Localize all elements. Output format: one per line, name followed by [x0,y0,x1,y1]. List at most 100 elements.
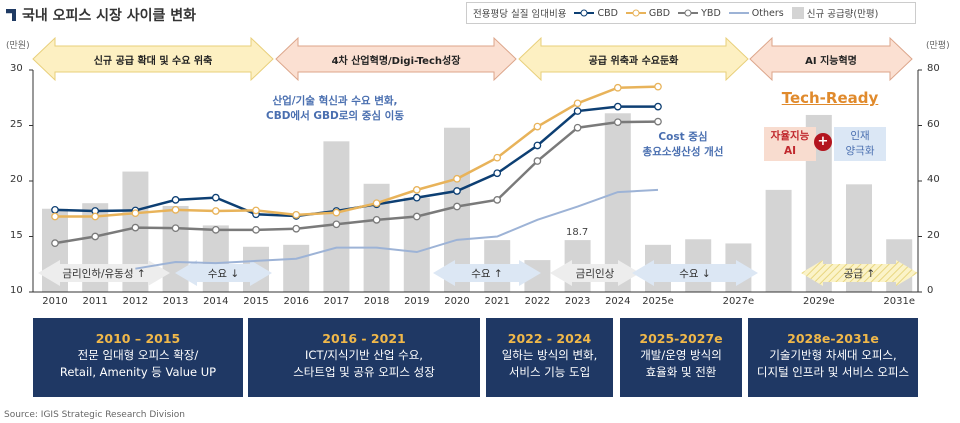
data-point-ybd [453,202,461,211]
data-point-ybd [533,157,542,165]
sub-arrow-label: 공급 ↑ [843,268,876,280]
phase-arrow [749,36,913,82]
data-point-cbd [654,102,662,111]
supply-bar [403,197,430,292]
x-tick-label: 2017 [323,296,350,307]
x-tick-label: 2024 [605,296,631,307]
data-point-ybd [372,216,381,224]
plus-icon: + [814,133,832,151]
data-point-gbd [332,208,341,217]
data-point-ybd [332,220,341,229]
phase-label: 신규 공급 확대 및 수요 위축 [93,56,213,67]
data-point-ybd [171,224,180,233]
period-box-4: 2025-2027e 개발/운영 방식의 효율화 및 전환 [620,318,742,397]
data-point-gbd [252,206,260,215]
legend-ybd: YBD [678,8,721,19]
sub-arrow-label: 수요 ↑ [471,268,503,280]
sub-arrow [632,260,758,286]
supply-bar [765,189,792,292]
data-point-cbd [211,193,220,202]
x-tick-label: 2018 [363,296,390,307]
data-point-gbd [533,122,542,131]
period-box-1: 2010 – 2015 전문 임대형 오피스 확장/Retail, Amenity… [33,318,243,397]
annotation-cost: Cost 중심 총요소생산성 개선 [642,131,724,158]
annotation-demand-shift: 산업/기술 혁신과 수요 변화, CBD에서 GBD로의 중심 이동 [265,95,404,122]
legend-gbd: GBD [625,8,670,19]
x-tick-label: 2023 [564,296,591,307]
legend-others: Others [728,7,784,19]
data-point-cbd [171,196,180,204]
phase-arrow [32,36,274,82]
phase-label: AI 지능혁명 [805,56,857,67]
period-box-2: 2016 - 2021 ICT/지식기반 산업 수요, 스타트업 및 공유 오피스 … [248,318,480,397]
supply-bar [604,113,631,292]
title-text: 국내 오피스 시장 사이클 변화 [22,8,197,24]
data-point-gbd [91,212,100,221]
annotation-talent-box: 인재 양극화 [834,127,886,161]
legend-prefix: 전용평당 실질 임대비용 [473,9,567,20]
series-line-gbd [55,85,659,218]
supply-bar [283,244,310,292]
data-point-gbd [573,99,582,108]
x-tick-label: 2025e [642,296,674,307]
right-tick-label: 0 [927,285,934,296]
right-tick-label: 40 [927,174,940,185]
phase-arrow [518,36,749,82]
period-box-5: 2028e-2031e 기술기반형 차세대 오피스, 디지털 인프라 및 서비스 오… [748,318,918,397]
data-point-ybd [412,212,421,221]
supply-bar [323,141,350,292]
right-axis-unit: (만평) [926,41,950,51]
x-tick-label: 2020 [444,296,470,307]
data-point-ybd [51,239,59,248]
sub-arrow [550,260,640,286]
data-point-ybd [211,225,220,234]
data-point-ybd [292,224,301,233]
data-point-gbd [453,174,461,183]
data-point-gbd [131,209,140,218]
x-tick-label: 2012 [122,296,149,307]
data-point-gbd [493,153,502,162]
series-line-others [135,188,659,270]
data-point-ybd [654,117,662,126]
sub-arrow [38,260,170,286]
series-line-ybd [54,120,659,245]
annotation-tech-ready: Tech-Ready [781,89,879,107]
x-tick-label: 2013 [162,296,189,307]
data-point-ybd [493,196,502,204]
sub-arrow [433,260,541,286]
data-point-ybd [252,225,260,234]
data-point-gbd [613,83,622,92]
x-tick-label: 2015 [243,296,269,307]
data-point-ybd [131,223,140,232]
x-tick-label: 2022 [524,296,551,307]
data-point-cbd [453,187,461,195]
right-tick-label: 20 [927,229,940,241]
phase-arrow [275,36,517,82]
data-point-gbd [292,211,301,219]
x-tick-label: 2010 [42,296,68,307]
data-point-ybd [613,118,622,127]
left-tick-label: 15 [10,229,23,241]
left-tick-label: 25 [10,118,23,130]
right-tick-label: 60 [927,118,940,130]
left-tick-label: 10 [10,285,23,296]
chart-title: 국내 오피스 시장 사이클 변화 [6,5,196,25]
x-tick-label: 2031e [883,296,915,307]
data-point-ybd [91,232,100,241]
annotation-ai-box: 자율지능 AI [764,127,816,161]
sub-arrow-label: 금리인하/유동성 ↑ [62,268,146,280]
right-tick-label: 80 [927,63,940,74]
data-point-gbd [412,186,421,194]
x-tick-label: 2027e [722,296,755,307]
x-tick-label: 2016 [283,296,309,307]
legend-cbd: CBD [574,8,618,19]
supply-bar [202,225,229,292]
x-tick-label: 2021 [484,296,510,307]
legend: 전용평당 실질 임대비용 CBD GBD YBD Others 신규 공급량(만… [466,2,916,24]
sub-arrow-label: 금리인상 [575,268,615,280]
data-point-cbd [51,206,59,214]
data-point-cbd [533,141,542,150]
data-point-gbd [372,199,381,208]
sub-arrow-label: 수요 ↓ [207,268,240,280]
data-point-gbd [654,82,662,91]
